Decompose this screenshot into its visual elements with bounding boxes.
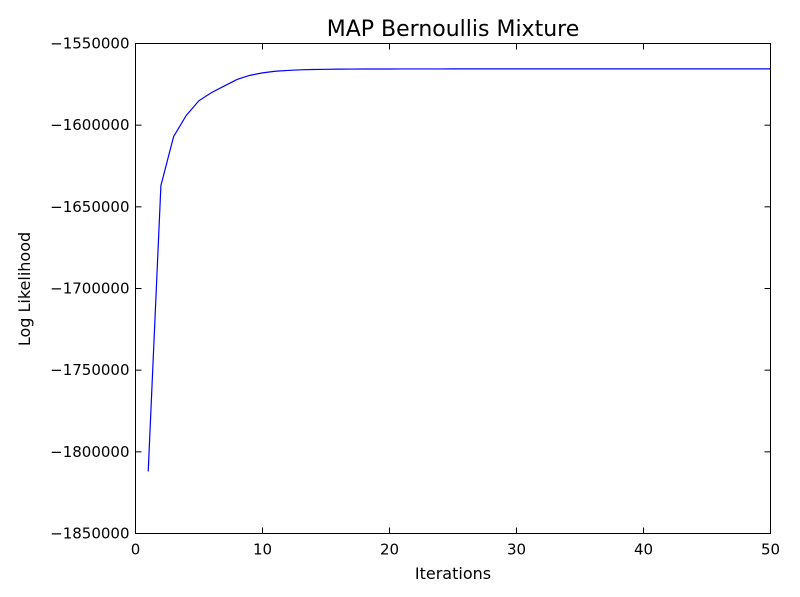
- y-tick-label: −1700000: [50, 280, 129, 298]
- y-tick-label: −1800000: [50, 443, 129, 461]
- y-tick-label: −1850000: [50, 525, 129, 543]
- x-tick-label: 40: [634, 541, 653, 559]
- series-line: [147, 68, 771, 472]
- y-axis-label: Log Likelihood: [15, 232, 34, 346]
- y-tick-label: −1750000: [50, 361, 129, 379]
- x-tick-label: 0: [131, 541, 141, 559]
- x-axis-label: Iterations: [415, 564, 491, 583]
- x-axis: 0 10 20 30 40 50: [131, 43, 780, 559]
- plot-area: [147, 68, 771, 472]
- x-tick-label: 30: [507, 541, 526, 559]
- x-tick-label: 10: [253, 541, 272, 559]
- y-tick-label: −1650000: [50, 198, 129, 216]
- y-tick-label: −1600000: [50, 116, 129, 134]
- x-tick-label: 20: [380, 541, 399, 559]
- y-tick-label: −1550000: [50, 35, 129, 53]
- chart-title: MAP Bernoullis Mixture: [327, 17, 580, 42]
- plot-frame: [135, 43, 771, 534]
- y-axis: −1550000 −1600000 −1650000 −1700000 −1750000…: [50, 35, 771, 543]
- x-tick-label: 50: [761, 541, 780, 559]
